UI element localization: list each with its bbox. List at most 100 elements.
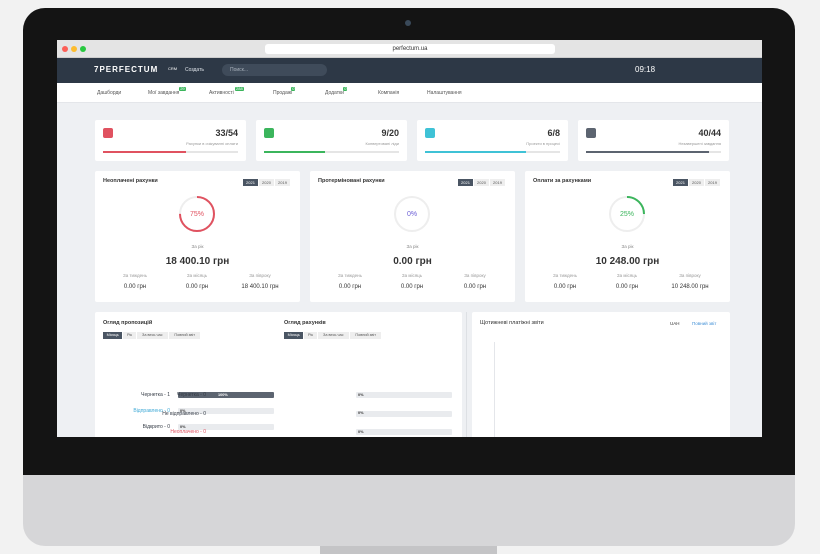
logo: 7PERFECTUM [94,65,159,74]
stat-label: Незавершені завдання [678,141,721,146]
row-label: Чернетка - 1 [141,392,170,398]
bar-label: 0% [358,411,364,415]
stat-icon [264,128,274,138]
menu-badge: 288 [235,86,244,91]
section-title: Огляд пропозицій [103,320,153,326]
camera [405,20,411,26]
year-tab[interactable]: 2021 [673,179,688,186]
invoice-panel: Протерміновані рахунки 2021 2020 2019 0% За р… [310,171,515,302]
donut [394,196,430,232]
url-bar[interactable] [265,44,555,54]
year-tab[interactable]: 2019 [705,179,720,186]
year-tab[interactable]: 2021 [243,179,258,186]
year-tab[interactable]: 2020 [474,179,489,186]
filter-tab[interactable]: Повний звіт [350,332,382,339]
screen: perfectum.ua 7PERFECTUM CRM Создать Поиск...… [57,40,762,437]
year-tab[interactable]: 2021 [458,179,473,186]
invoice-panel: Оплати за рахунками 2021 2020 2019 25% За рік… [525,171,730,302]
window-button[interactable] [80,46,86,52]
progress-fill [264,151,325,153]
search-placeholder: Поиск... [230,67,249,73]
progress-track [264,151,399,153]
window-button[interactable] [62,46,68,52]
monitor-stand [320,546,497,554]
donut-label: 75% [189,211,204,218]
panel-title: Протерміновані рахунки [318,178,385,184]
menu-item[interactable]: Дашборди [97,90,122,96]
window-button[interactable] [71,46,77,52]
overview-panel: Огляд пропозицій Місяць Рік За весь час Повн… [95,312,462,437]
year-tab[interactable]: 2019 [490,179,505,186]
section-title: Огляд рахунків [284,320,326,326]
bar-label: 100% [218,392,228,397]
bar-track [356,410,452,417]
year-tab[interactable]: 2019 [275,179,290,186]
stat-label: Рахунки в очікуванні оплати [186,141,238,146]
currency[interactable]: UAH [670,321,680,326]
menu-item[interactable]: Мої завдання [148,90,180,96]
stat-card: 33/54 Рахунки в очікуванні оплати [95,120,246,161]
column-label: За тиждень [552,273,577,278]
year-tab[interactable]: 2020 [259,179,274,186]
filter-tab[interactable]: Рік [304,332,317,339]
invoice-panel: Неоплачені рахунки 2021 2020 2019 75% За рік 1… [95,171,300,302]
column-label: За тиждень [337,273,362,278]
full-report-link[interactable]: Повний звіт [692,321,717,326]
progress-fill [425,151,527,153]
stat-icon [425,128,435,138]
column-value: 10 248.00 грн [671,284,709,290]
row-label: Відкрито - 0 [142,424,170,430]
bar-track [356,392,452,398]
create-button[interactable]: Создать [185,67,205,73]
menu-item[interactable]: Продажі [273,90,293,96]
stat-icon [586,128,596,138]
column-value: 0.00 грн [615,284,639,290]
column-label: За півроку [679,273,701,278]
stat-value: 33/54 [215,128,238,138]
stat-value: 40/44 [698,128,721,138]
column-label: За місяць [616,273,638,278]
menu-item[interactable]: Активності [209,90,234,96]
panel-title: Неоплачені рахунки [103,178,158,184]
panel-title: Оплати за рахунками [533,178,592,184]
menu-bar [57,83,762,103]
clock: 09:18 [635,65,656,74]
progress-fill [586,151,709,153]
row-label: Відправлено - 0 [133,408,170,414]
donut-label: 0% [406,211,418,218]
donut-arc [609,196,645,232]
filter-tab[interactable]: Повний звіт [169,332,201,339]
menu-badge: 0 [291,86,296,91]
menu-item[interactable]: Компанія [378,90,400,96]
amount: 18 400.10 грн [165,256,230,267]
bar [178,392,274,398]
filter-tab[interactable]: Рік [123,332,136,339]
menu-item[interactable]: Налаштування [427,90,462,96]
filter-tab[interactable]: За весь час [136,332,168,339]
menu-badge: 0 [343,86,348,91]
bar-track [356,429,452,435]
period-label: За рік [406,244,419,249]
filter-tab[interactable]: За весь час [317,332,349,339]
bar-track [178,424,274,430]
donut-track [394,196,430,232]
stat-icon [103,128,113,138]
column-value: 18 400.10 грн [241,284,279,290]
donut [609,196,645,232]
search-box[interactable] [222,64,327,76]
chart-axis [494,342,495,437]
donut-label: 25% [619,211,634,218]
stat-value: 9/20 [381,128,399,138]
year-tab[interactable]: 2020 [689,179,704,186]
filter-tab[interactable]: Місяць [103,332,123,339]
stat-card: 9/20 Конвертовані ліди [256,120,407,161]
menu-item[interactable]: Додатки [325,90,344,96]
stat-label: Проекти в процесі [526,141,560,146]
filter-tab[interactable]: Місяць [284,332,304,339]
column-label: За півроку [249,273,271,278]
column-label: За тиждень [122,273,147,278]
bar-label: 0% [358,392,364,397]
row-label: Чернетка - 0 [177,392,206,398]
donut [179,196,215,232]
bar-label: 0% [180,424,186,429]
